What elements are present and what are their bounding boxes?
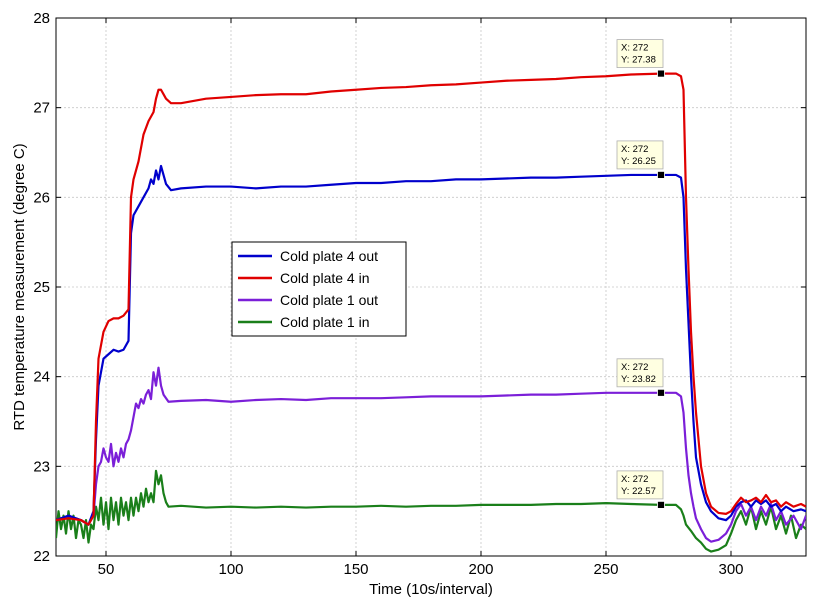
datatip-marker — [657, 388, 665, 397]
datatip-marker — [657, 500, 665, 509]
datatip-x-label: X: 272 — [621, 144, 648, 155]
x-tick-label: 250 — [593, 561, 618, 578]
y-tick-label: 22 — [33, 548, 50, 565]
x-tick-label: 150 — [343, 561, 368, 578]
datatip-y-label: Y: 26.25 — [621, 156, 656, 167]
x-tick-label: 50 — [98, 561, 115, 578]
series-layer — [56, 72, 806, 553]
datatip-marker — [657, 171, 665, 179]
datatip-x-label: X: 272 — [621, 43, 648, 54]
legend-entry: Cold plate 4 in — [280, 270, 370, 286]
series-line-cold-plate-1-out — [56, 366, 806, 543]
y-axis-label: RTD temperature measurement (degree C) — [11, 143, 28, 430]
y-tick-label: 23 — [33, 458, 50, 475]
datatip-y-label: Y: 27.38 — [621, 55, 656, 66]
y-tick-label: 27 — [33, 100, 50, 117]
x-tick-label: 200 — [468, 561, 493, 578]
series-line-cold-plate-4-in — [56, 72, 806, 526]
series-line-cold-plate-4-out — [56, 164, 806, 526]
x-tick-label: 300 — [718, 561, 743, 578]
y-tick-label: 25 — [33, 279, 50, 296]
datatip-x-label: X: 272 — [621, 474, 648, 485]
x-tick-label: 100 — [218, 561, 243, 578]
datatip-x-label: X: 272 — [621, 362, 648, 373]
y-tick-label: 26 — [33, 189, 50, 206]
legend-entry: Cold plate 1 out — [280, 292, 378, 308]
datatip-box — [616, 470, 664, 500]
axis-ticks — [56, 17, 806, 557]
datatip-marker — [657, 69, 665, 78]
legend-entry: Cold plate 4 out — [280, 248, 378, 264]
legend-entry: Cold plate 1 in — [280, 314, 370, 330]
datatip-y-label: Y: 23.82 — [621, 374, 656, 385]
tick-labels: 50 100 150 200 250 300 22 23 24 25 26 27 28 — [33, 10, 743, 578]
series-line-cold-plate-1-in — [56, 469, 806, 553]
legend: Cold plate 4 out Cold plate 4 in Cold plat… — [231, 241, 407, 337]
datatip-box — [616, 140, 664, 170]
datatip-box — [616, 39, 664, 68]
x-axis-label: Time (10s/interval) — [369, 581, 493, 598]
datatip-y-label: Y: 22.57 — [621, 486, 656, 497]
legend-box — [231, 241, 407, 337]
y-tick-label: 24 — [33, 369, 50, 386]
y-tick-label: 28 — [33, 10, 50, 27]
datatip-box — [616, 358, 664, 388]
